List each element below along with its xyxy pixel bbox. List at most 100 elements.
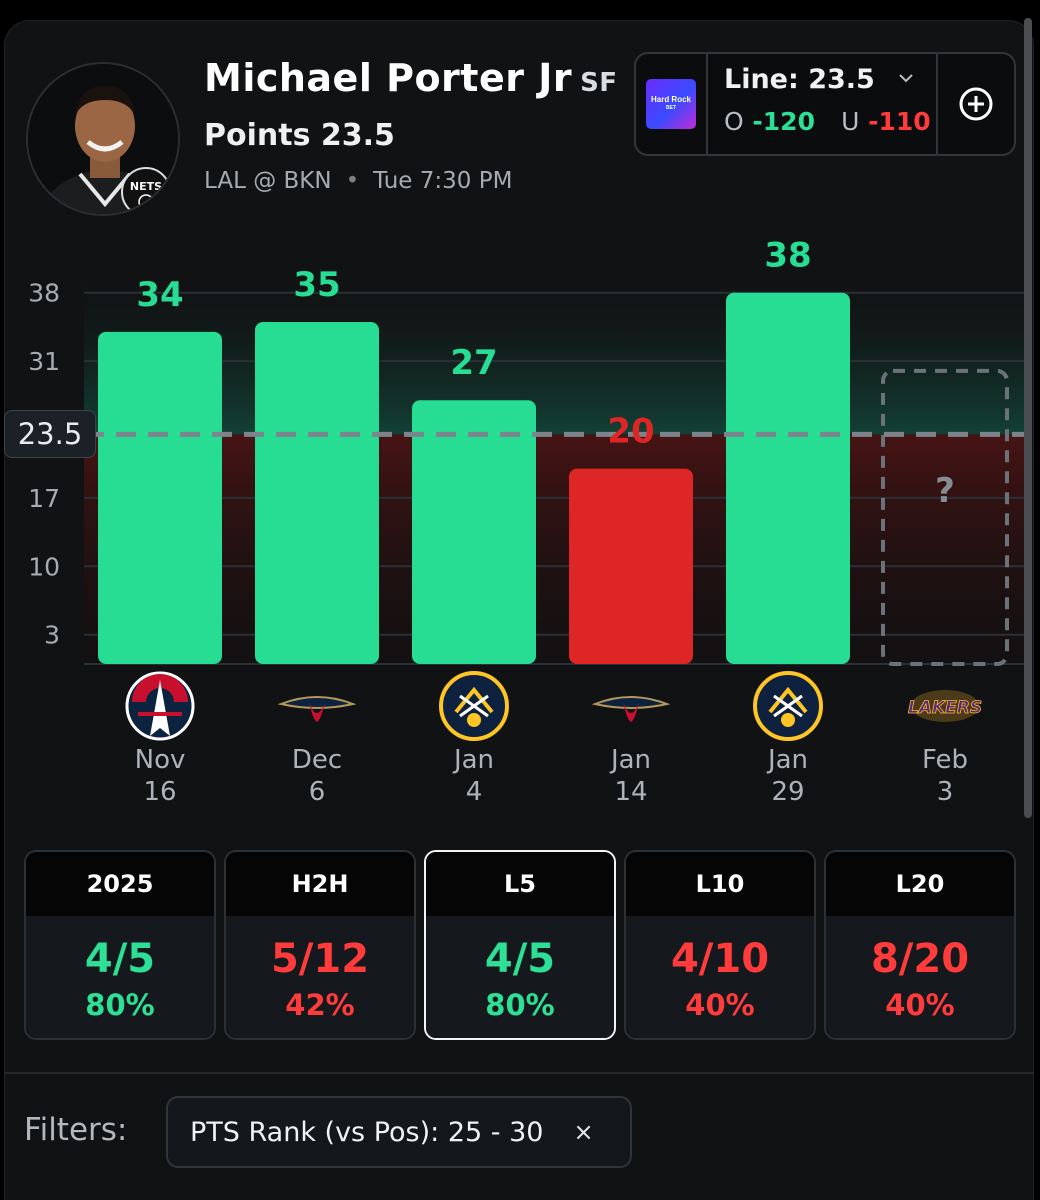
sportsbook-logo-line1: Hard Rock (650, 95, 691, 104)
tab-label: L20 (826, 852, 1014, 916)
pelicans-logo-body (623, 702, 639, 722)
chevron-down-icon (899, 74, 913, 83)
opponent-logo-icon (277, 696, 357, 722)
game-bar[interactable] (412, 400, 536, 664)
tab-l20[interactable]: L20 8/20 40% (824, 850, 1016, 1040)
hit-fraction: 4/10 (670, 936, 770, 982)
pending-bar[interactable] (881, 368, 1009, 666)
nuggets-logo-ball (467, 713, 481, 727)
hit-percent: 40% (885, 988, 955, 1022)
hit-percent: 42% (285, 988, 355, 1022)
hit-percent: 80% (85, 988, 155, 1022)
pelicans-logo-wings (277, 696, 357, 709)
lakers-logo-text: LAKERS (908, 698, 982, 718)
line-value-badge: 23.5 (4, 410, 96, 459)
under-odds: -110 (868, 107, 931, 136)
line-dropdown[interactable]: Line: 23.5 O -120 U -110 (708, 54, 938, 154)
opponent-logo-icon (753, 671, 823, 741)
y-tick-label: 38 (28, 279, 60, 308)
line-selector: Hard Rock BET Line: 23.5 O -120 U -110 (634, 52, 1016, 156)
over-odds: -120 (752, 107, 815, 136)
game-date-month: Jan (452, 745, 494, 775)
game-bar[interactable] (569, 468, 693, 664)
tab-body: 4/10 40% (626, 916, 814, 1038)
y-tick-label: 31 (28, 347, 60, 376)
nuggets-logo-mountain (454, 686, 494, 714)
nuggets-logo-picks (459, 694, 489, 718)
y-tick-label: 10 (28, 552, 60, 581)
filter-chip-label: PTS Rank (vs Pos): (190, 1116, 440, 1148)
game-date-day: 14 (614, 777, 647, 807)
tab-body: 8/20 40% (826, 916, 1014, 1038)
tab-2025[interactable]: 2025 4/5 80% (24, 850, 216, 1040)
bar-value-label: 20 (607, 412, 654, 452)
bar-value-label: 38 (764, 236, 811, 276)
tab-l10[interactable]: L10 4/10 40% (624, 850, 816, 1040)
nuggets-logo-ball (781, 713, 795, 727)
bar-value-label: ? (935, 471, 955, 511)
tab-body: 4/5 80% (26, 916, 214, 1038)
player-position: SF (580, 68, 618, 98)
separator-dot: • (345, 168, 360, 194)
plus-circle-icon (959, 87, 993, 121)
bar-value-label: 27 (450, 343, 497, 383)
sportsbook-logo-cell[interactable]: Hard Rock BET (636, 54, 708, 154)
hit-rate-tabs: 2025 4/5 80% H2H 5/12 42% L5 4/5 80% L10 4/10 40% L2… (24, 850, 1016, 1040)
section-divider (4, 1072, 1034, 1074)
opponent-logo-icon (125, 671, 195, 741)
game-date-month: Dec (292, 745, 342, 775)
lakers-logo-ball (911, 690, 979, 722)
hit-fraction: 4/5 (484, 936, 556, 982)
nuggets-logo-mountain (768, 686, 808, 714)
game-date-month: Feb (922, 745, 968, 775)
bar-value-label: 34 (136, 275, 183, 315)
hit-percent: 80% (485, 988, 555, 1022)
scrollbar[interactable] (1024, 18, 1032, 818)
tab-label: 2025 (26, 852, 214, 916)
line-label: Line: 23.5 (724, 64, 875, 95)
game-date-day: 3 (937, 777, 954, 807)
game-bar[interactable] (726, 292, 850, 664)
close-icon[interactable]: × (573, 1118, 594, 1146)
sportsbook-logo-line2: BET (666, 105, 676, 111)
player-avatar: NETS (26, 62, 180, 216)
tab-label: H2H (226, 852, 414, 916)
under-label: U (841, 107, 860, 136)
nuggets-logo-picks (773, 694, 803, 718)
opponent-logo-icon (591, 696, 671, 722)
hit-percent: 40% (685, 988, 755, 1022)
game-bar[interactable] (255, 322, 379, 664)
over-label: O (724, 107, 744, 136)
game-date-day: 6 (309, 777, 326, 807)
game-date-day: 16 (143, 777, 176, 807)
odds-row: O -120 U -110 (724, 107, 931, 136)
tab-label: L5 (426, 852, 614, 916)
game-date-day: 4 (466, 777, 483, 807)
opponent-logo-icon: LAKERS (908, 690, 982, 722)
opponent-logo-icon (439, 671, 509, 741)
over-zone (84, 273, 1024, 435)
tab-body: 5/12 42% (226, 916, 414, 1038)
hit-fraction: 5/12 (270, 936, 370, 982)
hit-fraction: 8/20 (870, 936, 970, 982)
tab-h2h[interactable]: H2H 5/12 42% (224, 850, 416, 1040)
game-date-month: Nov (135, 745, 186, 775)
prop-market: Points 23.5 (204, 118, 395, 153)
under-zone (84, 434, 1024, 664)
pelicans-logo-body (309, 702, 325, 722)
tab-l5[interactable]: L5 4/5 80% (424, 850, 616, 1040)
add-bet-button[interactable] (938, 54, 1014, 154)
game-date-month: Jan (766, 745, 808, 775)
player-name: Michael Porter Jr SF (204, 56, 618, 100)
y-tick-label: 3 (44, 621, 60, 650)
wizards-logo-monument (150, 680, 170, 736)
filter-chip-value: 25 - 30 (447, 1116, 544, 1148)
sportsbook-logo: Hard Rock BET (646, 79, 696, 129)
bar-value-label: 35 (293, 265, 340, 305)
team-logo-text: NETS (130, 180, 162, 193)
y-tick-label: 17 (28, 484, 60, 513)
game-info: LAL @ BKN • Tue 7:30 PM (204, 168, 512, 194)
game-bar[interactable] (98, 331, 222, 664)
filter-chip[interactable]: PTS Rank (vs Pos): 25 - 30 × (166, 1096, 632, 1168)
